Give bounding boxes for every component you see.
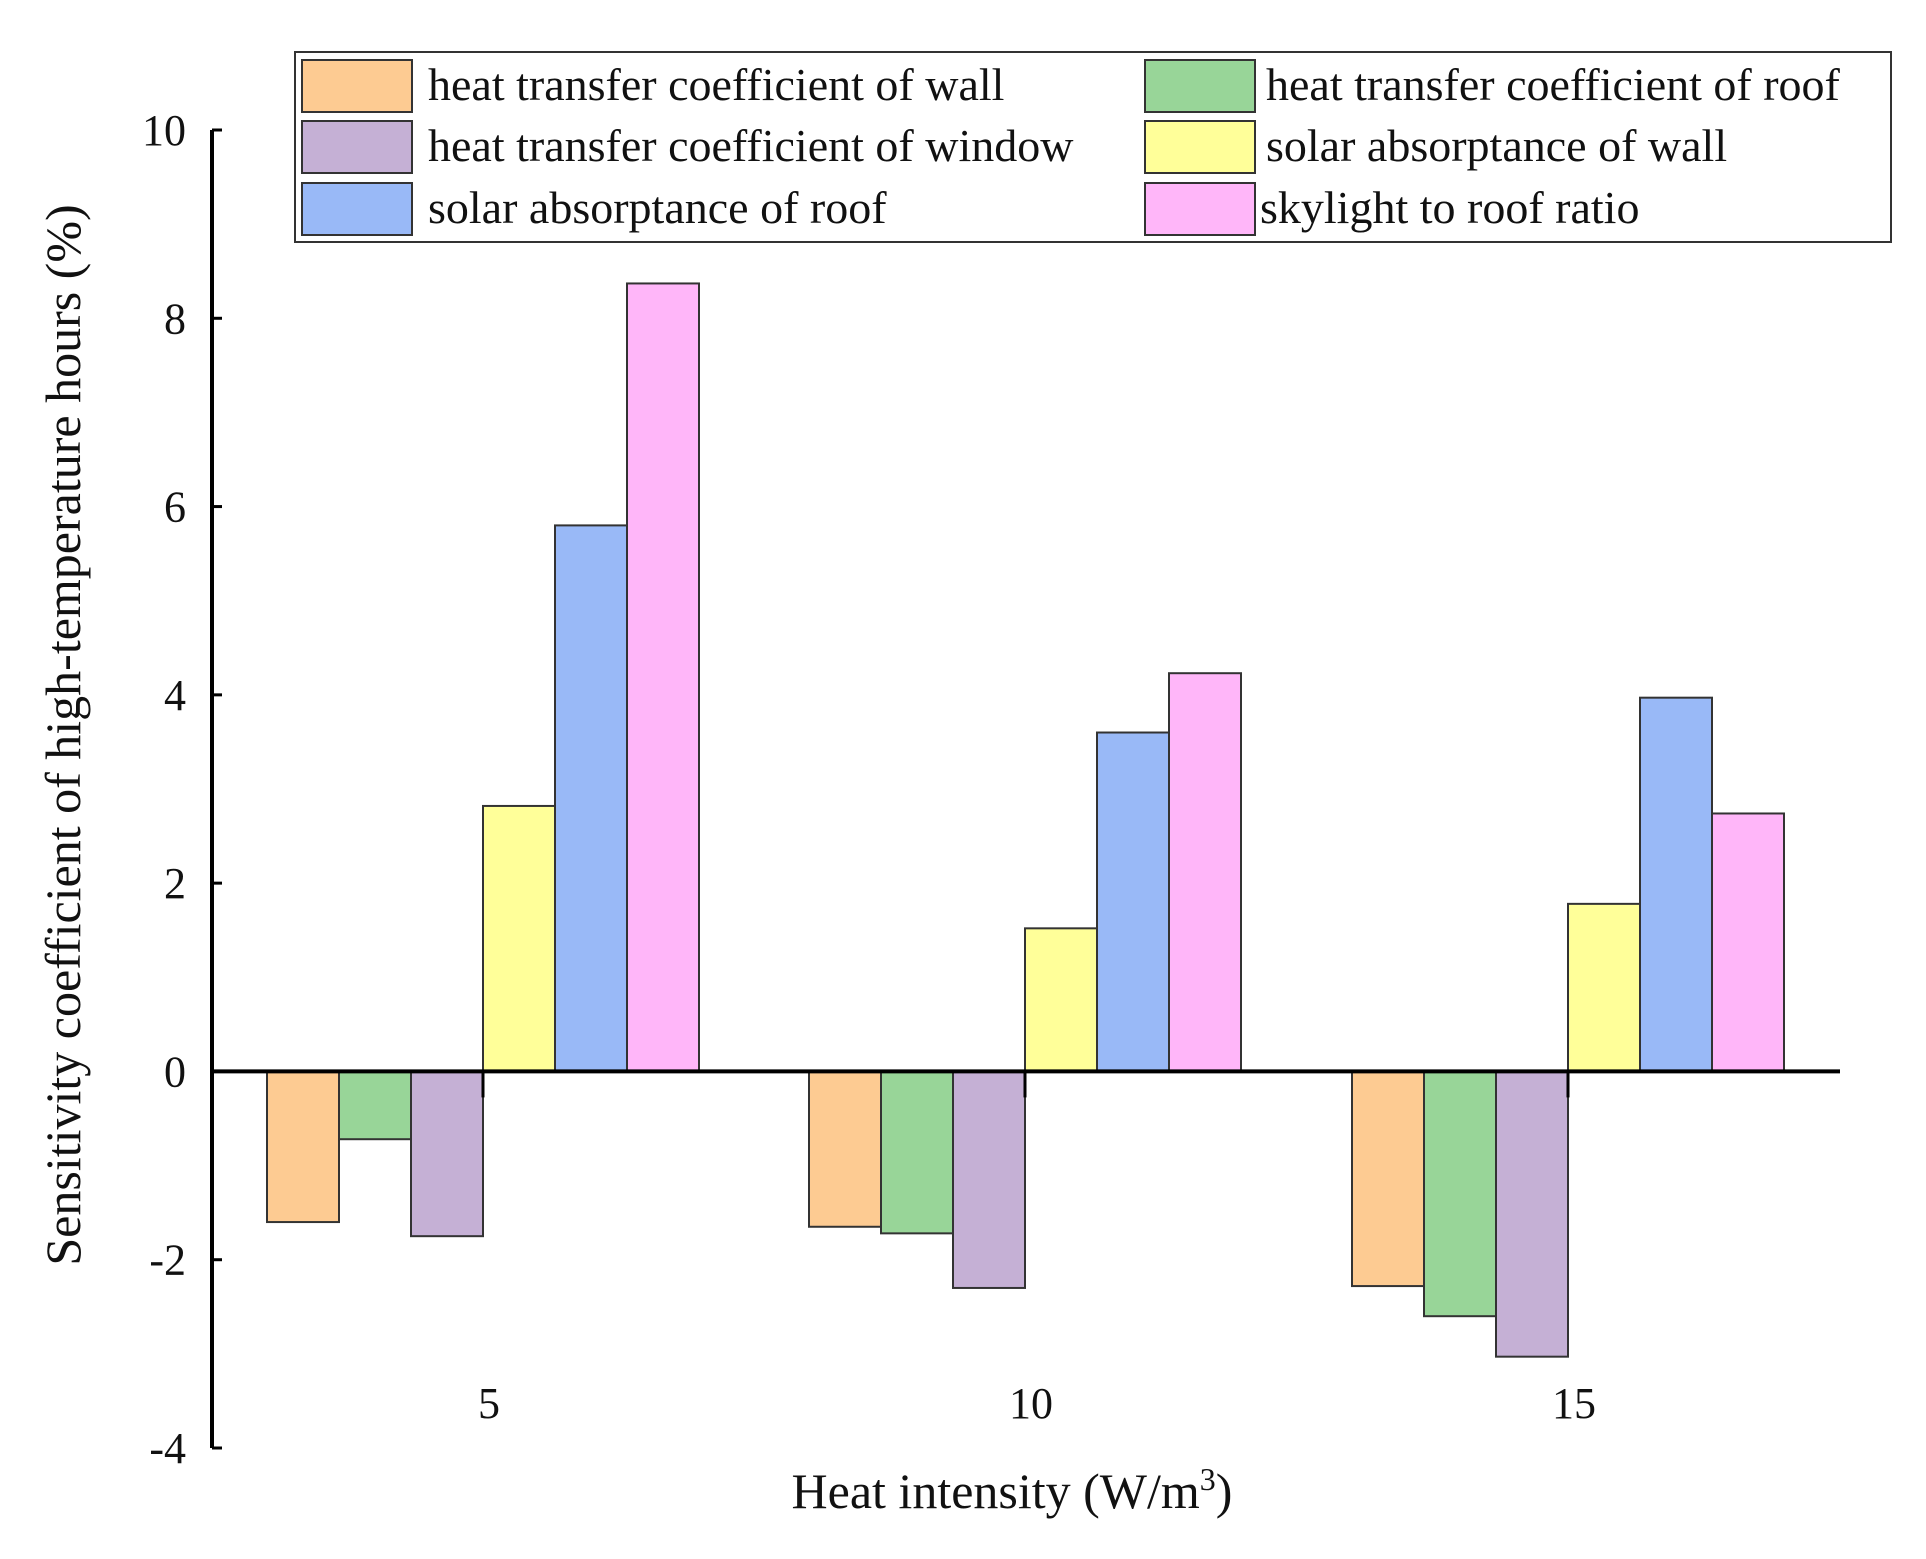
- y-axis-title: Sensitivity coefficient of high-temperat…: [35, 204, 91, 1265]
- bar: [1639, 696, 1713, 1073]
- legend-swatch: [301, 59, 413, 113]
- x-tick-label: 15: [1552, 1379, 1596, 1428]
- y-tick-label: -2: [149, 1236, 186, 1285]
- legend-label: skylight to roof ratio: [1260, 182, 1639, 233]
- legend-label: heat transfer coefficient of wall: [428, 59, 1004, 110]
- bar: [1495, 1070, 1569, 1358]
- y-tick-label: 10: [142, 106, 186, 155]
- bar: [880, 1070, 954, 1235]
- bar: [1024, 927, 1098, 1073]
- bar: [554, 524, 628, 1073]
- legend-label: solar absorptance of roof: [428, 182, 887, 233]
- y-tick-label: 0: [164, 1047, 186, 1096]
- x-tick-label: 10: [1009, 1379, 1053, 1428]
- legend-swatch: [301, 120, 413, 174]
- bar: [1423, 1070, 1497, 1318]
- bar: [1567, 902, 1641, 1073]
- legend-swatch: [1144, 59, 1256, 113]
- bar: [1351, 1070, 1425, 1288]
- x-ticks: 5 10 15: [478, 1071, 1596, 1428]
- bar: [952, 1070, 1026, 1289]
- y-tick-label: 6: [164, 483, 186, 532]
- legend-swatch: [1144, 182, 1256, 236]
- bar: [266, 1070, 340, 1224]
- bar: [1096, 731, 1170, 1073]
- y-tick-label: 2: [164, 859, 186, 908]
- y-tick-label: 8: [164, 294, 186, 343]
- legend-label: heat transfer coefficient of roof: [1266, 59, 1841, 110]
- bar: [482, 804, 556, 1073]
- legend-label: solar absorptance of wall: [1266, 120, 1727, 171]
- bar: [808, 1070, 882, 1228]
- x-axis-title: Heat intensity (W/m3): [792, 1461, 1233, 1519]
- bar: [338, 1070, 412, 1141]
- legend-frame: [294, 51, 1892, 243]
- legend-label: heat transfer coefficient of window: [428, 120, 1074, 171]
- bar: [626, 282, 700, 1073]
- x-tick-label: 5: [478, 1379, 500, 1428]
- legend-swatch: [301, 182, 413, 236]
- x-axis-title-superscript: 3: [1200, 1461, 1216, 1497]
- x-axis-title-main: Heat intensity (W/m: [792, 1463, 1200, 1519]
- y-tick-label: -4: [149, 1424, 186, 1473]
- x-axis-title-close: ): [1216, 1463, 1233, 1519]
- y-tick-label: 4: [164, 671, 186, 720]
- legend-swatch: [1144, 120, 1256, 174]
- y-ticks: -4 -2 0 2 4 6 8 10: [142, 106, 222, 1473]
- bar: [1168, 672, 1242, 1073]
- legend: heat transfer coefficient of wall heat tr…: [294, 51, 1892, 243]
- bars-layer: [266, 282, 1785, 1358]
- bar: [1711, 812, 1785, 1073]
- bar: [410, 1070, 484, 1238]
